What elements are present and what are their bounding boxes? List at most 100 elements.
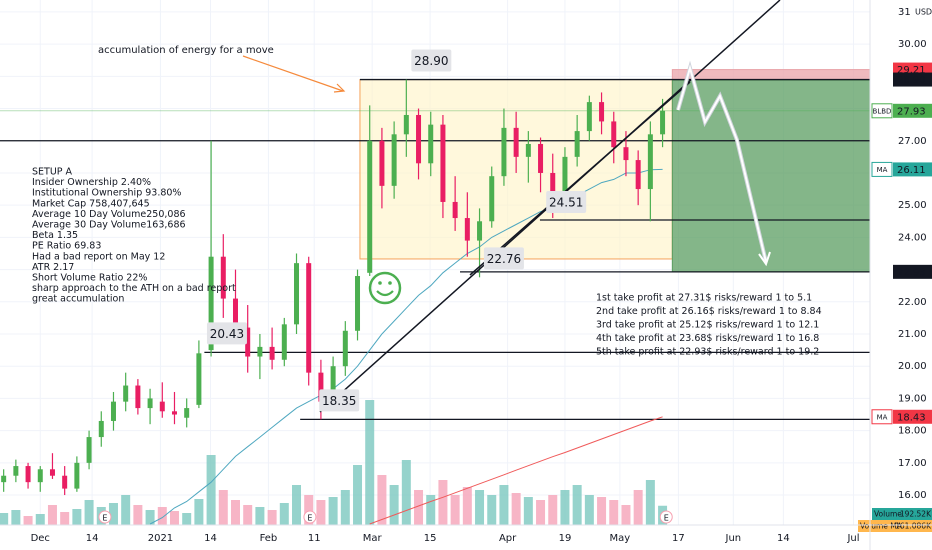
moving-average <box>369 416 663 525</box>
volume-bar <box>255 507 265 525</box>
earnings-marker <box>659 510 673 524</box>
over-layer: 16.0017.0018.0019.0020.0021.0022.0023.00… <box>31 7 932 544</box>
candle-body <box>428 124 434 164</box>
x-tick-label: Jun <box>725 533 742 544</box>
setup-note: Average 30 Day Volume163,686 <box>32 220 186 231</box>
volume-tag-label: 161.086K <box>895 522 932 531</box>
volume-bar <box>523 497 533 525</box>
volume-bar <box>72 509 82 525</box>
volume-bar <box>475 490 485 525</box>
volume-bar <box>426 495 436 525</box>
callout-label: 28.90 <box>414 54 448 68</box>
price-tag-label: 28.90 <box>897 75 926 86</box>
y-tick-label: 31 <box>898 7 911 18</box>
x-tick-label: 11 <box>308 533 321 544</box>
volume-bar <box>279 503 289 525</box>
candle-body <box>440 124 446 202</box>
candle-body <box>403 114 409 135</box>
x-tick-label: Apr <box>499 533 517 544</box>
candle-body <box>13 466 19 476</box>
y-tick-label: 20.00 <box>898 361 927 372</box>
candle-body <box>489 176 495 222</box>
candle-body <box>25 466 31 483</box>
callout-label: 24.51 <box>549 195 583 209</box>
price-tag-label: 22.93 <box>897 267 926 278</box>
earnings-label: E <box>102 514 107 523</box>
volume-bar <box>267 510 277 525</box>
x-tick-label: 15 <box>424 533 437 544</box>
setup-note: Beta 1.35 <box>32 230 78 241</box>
candle-body <box>294 263 300 325</box>
candle-body <box>37 469 43 483</box>
tag-name-box <box>871 409 893 425</box>
price-tag <box>893 409 932 424</box>
y-tick-label: 18.00 <box>898 426 927 437</box>
x-tick-label: Dec <box>31 533 50 544</box>
earnings-label: E <box>664 514 669 523</box>
drawings <box>242 0 781 413</box>
candle-body <box>623 147 629 161</box>
candle-body <box>147 398 153 409</box>
setup-note: Market Cap 758,407,645 <box>32 198 150 209</box>
callout-box <box>206 322 247 345</box>
candle-body <box>525 143 531 157</box>
volume-tag-label: 192.52K <box>900 510 932 519</box>
volume-tag <box>872 508 932 520</box>
candle-body <box>196 353 202 405</box>
candle-body <box>464 218 470 241</box>
x-tick-label: 19 <box>559 533 572 544</box>
y-tick-label: 25.00 <box>898 200 927 211</box>
candle-body <box>562 156 568 199</box>
tag-name: BLBD <box>873 107 892 115</box>
setup-note: sharp approach to the ATH on a bad repor… <box>32 283 236 294</box>
volume-bar <box>47 505 57 525</box>
setup-note: great accumulation <box>32 294 124 305</box>
candle-body <box>208 256 214 351</box>
candle-body <box>257 346 263 357</box>
callout-label: 20.43 <box>210 327 244 341</box>
candle-body <box>110 401 116 421</box>
candle-body <box>159 401 165 412</box>
volume-bar <box>243 505 253 525</box>
price-tag <box>893 103 932 118</box>
callout-box <box>546 190 587 213</box>
callout-box <box>319 389 360 412</box>
volume-bar <box>316 500 326 525</box>
candle-body <box>611 121 617 148</box>
candle-body <box>599 102 605 122</box>
price-tag <box>893 264 932 279</box>
volume-bar <box>621 505 631 525</box>
volume-bar <box>157 507 167 525</box>
volume-bar <box>292 485 302 525</box>
price-tag-label: 29.21 <box>897 65 926 76</box>
volume-bar <box>340 490 350 525</box>
price-tag <box>893 72 932 87</box>
volume-bar <box>35 514 45 525</box>
tag-name: MA <box>877 166 888 174</box>
candle-body <box>281 324 287 360</box>
take-profit-note: 2nd take profit at 26.16$ risks/reward 1… <box>596 306 822 317</box>
volume-tag-name: Volume MA <box>860 522 903 531</box>
take-profit-note: 4th take profit at 23.68$ risks/reward 1… <box>596 333 819 344</box>
callout-box <box>483 247 524 270</box>
x-tick-label: 14 <box>204 533 217 544</box>
candle-body <box>635 160 641 190</box>
y-tick-label: 17.00 <box>898 458 927 469</box>
volume-bar <box>645 480 655 525</box>
volume-bar <box>60 512 70 525</box>
y-tick-label: 21.00 <box>898 329 927 340</box>
y-tick-label: 22.00 <box>898 297 927 308</box>
setup-note: Insider Ownership 2.40% <box>32 177 151 188</box>
x-tick-label: May <box>610 533 631 544</box>
take-profit-note: 3rd take profit at 25.12$ risks/reward 1… <box>596 320 819 331</box>
volume-bar <box>194 499 204 525</box>
volume-bar <box>572 485 582 525</box>
volume-bar <box>560 490 570 525</box>
volume-bar <box>121 495 131 525</box>
volume-bar <box>304 495 314 525</box>
volume-bar <box>584 495 594 525</box>
zone <box>671 69 871 81</box>
note-arrowhead <box>333 83 346 93</box>
volume-bar <box>182 513 192 525</box>
